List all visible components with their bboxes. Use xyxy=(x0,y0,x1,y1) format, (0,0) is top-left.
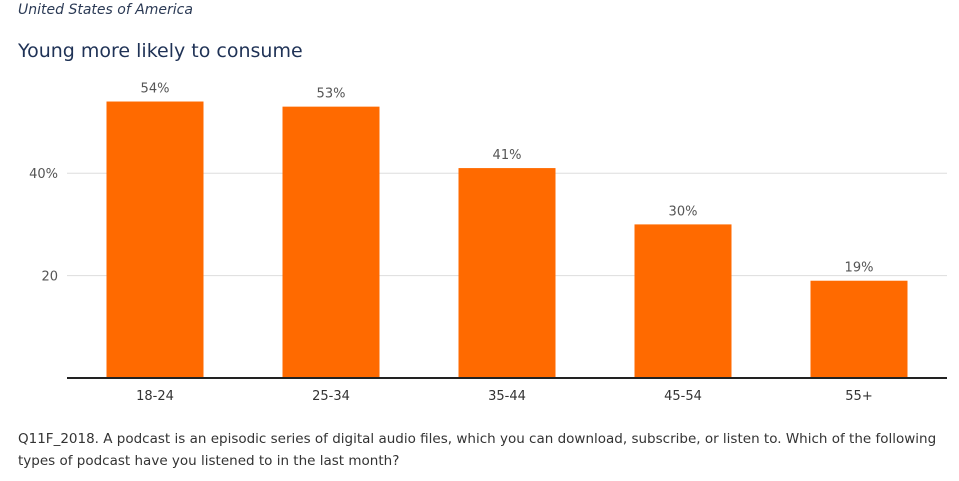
bar xyxy=(458,168,556,378)
x-tick-label: 45-54 xyxy=(664,389,702,404)
bar xyxy=(282,106,380,378)
question-footnote: Q11F_2018. A podcast is an episodic seri… xyxy=(18,431,937,469)
chart-subtitle: United States of America xyxy=(18,2,193,18)
value-label: 30% xyxy=(669,204,698,219)
x-tick-label: 55+ xyxy=(845,389,872,404)
x-tick-label: 35-44 xyxy=(488,389,526,404)
x-tick-label: 18-24 xyxy=(136,389,174,404)
bar xyxy=(634,224,732,378)
value-label: 19% xyxy=(845,261,874,276)
bar xyxy=(106,101,204,379)
bar xyxy=(810,280,908,378)
value-label: 54% xyxy=(141,82,170,97)
value-label: 53% xyxy=(317,87,346,102)
y-tick-label: 40% xyxy=(29,167,58,182)
x-tick-label: 25-34 xyxy=(312,389,350,404)
chart-title: Young more likely to consume xyxy=(18,40,303,62)
bar-chart: 20 40% 54% 18-24 53% 25-34 41% 35-44 30% 45-54 19%… xyxy=(29,82,947,404)
y-tick-label: 20 xyxy=(41,270,58,285)
value-label: 41% xyxy=(493,148,522,163)
